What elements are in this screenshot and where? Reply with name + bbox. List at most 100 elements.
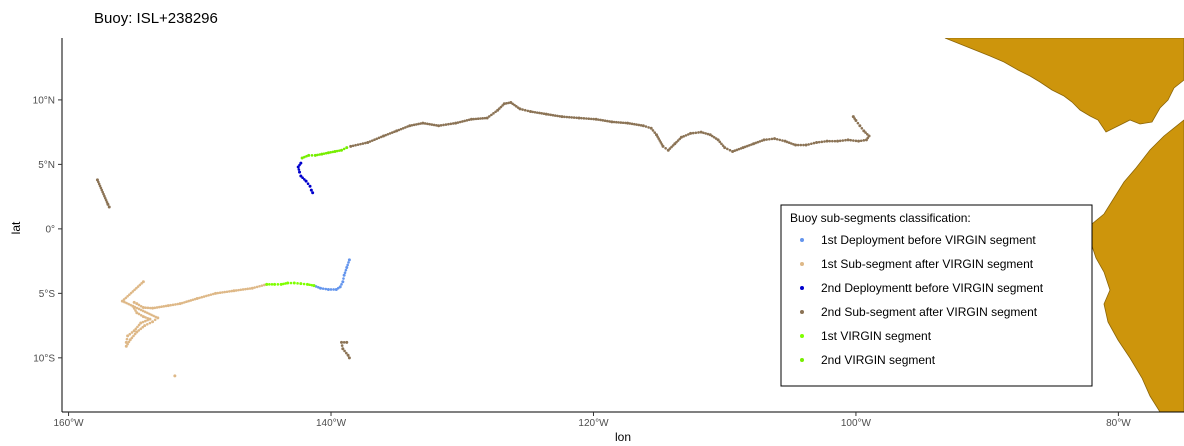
data-point	[106, 202, 110, 206]
data-point	[356, 143, 360, 146]
points-layer	[95, 100, 871, 378]
data-point	[754, 141, 757, 145]
data-point	[133, 288, 136, 292]
data-point	[265, 282, 269, 286]
y-axis-ticks: 10°N 5°N 0° 5°S 10°S	[33, 95, 62, 364]
data-point	[499, 105, 503, 109]
data-point	[317, 286, 320, 289]
data-point	[333, 149, 337, 153]
data-point	[556, 114, 559, 118]
data-point	[169, 303, 172, 307]
data-point	[523, 108, 527, 112]
data-point	[99, 186, 103, 190]
data-point	[430, 123, 434, 126]
data-point	[606, 119, 609, 123]
data-point	[174, 303, 177, 306]
data-point	[668, 147, 672, 150]
data-point	[377, 136, 381, 140]
series-3	[296, 161, 315, 195]
land-south-america	[1089, 119, 1184, 412]
data-point	[401, 126, 405, 130]
data-point	[276, 283, 280, 286]
data-point	[189, 299, 193, 302]
data-point	[135, 302, 139, 306]
data-point	[426, 122, 429, 126]
data-point	[135, 286, 138, 290]
data-point	[844, 138, 847, 142]
y-axis-title: lat	[9, 221, 23, 234]
data-point	[507, 101, 510, 105]
data-point	[255, 285, 259, 289]
data-point	[580, 116, 583, 120]
data-point	[465, 119, 469, 122]
data-point	[144, 306, 147, 309]
data-point	[444, 123, 448, 126]
data-point	[279, 282, 283, 286]
data-point	[211, 292, 215, 296]
data-point	[626, 121, 630, 125]
data-point	[97, 182, 101, 186]
data-point	[307, 153, 311, 157]
data-point	[146, 318, 149, 322]
data-point	[319, 286, 323, 290]
data-point	[823, 140, 826, 143]
data-point	[741, 146, 745, 150]
data-point	[857, 139, 861, 143]
data-point	[708, 133, 712, 137]
data-point	[183, 301, 186, 304]
data-point	[481, 117, 484, 120]
data-point	[423, 122, 427, 125]
legend-label: 2nd Deploymentt before VIRGIN segment	[821, 281, 1044, 295]
data-point	[472, 117, 475, 121]
data-point	[773, 137, 777, 141]
data-point	[704, 132, 707, 135]
data-point	[268, 283, 271, 286]
data-point	[296, 165, 300, 169]
y-tick-label: 5°N	[38, 160, 55, 171]
data-point	[585, 117, 588, 120]
data-point	[476, 117, 480, 120]
legend-label: 2nd VIRGIN segment	[821, 353, 936, 367]
data-point	[125, 337, 129, 341]
data-point	[345, 266, 349, 270]
data-point	[752, 142, 756, 146]
data-point	[250, 286, 254, 290]
data-point	[148, 321, 152, 325]
data-point	[432, 123, 436, 127]
data-point	[148, 317, 152, 321]
data-point	[833, 139, 837, 143]
data-point	[624, 121, 627, 125]
data-point	[382, 134, 386, 138]
data-point	[289, 281, 293, 285]
data-point	[346, 353, 350, 357]
data-point	[419, 122, 422, 125]
data-point	[324, 287, 328, 291]
series-1	[312, 258, 351, 291]
data-point	[120, 299, 124, 303]
data-point	[143, 324, 147, 328]
data-point	[395, 129, 399, 133]
data-point	[661, 144, 665, 148]
data-point	[324, 151, 328, 155]
data-point	[338, 285, 342, 289]
data-point	[528, 110, 532, 114]
data-point	[864, 131, 867, 134]
data-point	[310, 154, 314, 157]
data-point	[127, 340, 131, 344]
data-point	[191, 298, 195, 302]
x-axis-title: lon	[615, 430, 631, 444]
legend-swatch	[800, 334, 804, 338]
data-point	[841, 139, 845, 142]
data-point	[594, 117, 598, 121]
data-point	[151, 306, 155, 310]
data-point	[492, 112, 495, 115]
data-point	[544, 112, 548, 116]
data-point	[145, 323, 149, 326]
data-point	[775, 137, 779, 141]
data-point	[136, 325, 139, 329]
legend-label: 1st VIRGIN segment	[821, 329, 932, 343]
data-point	[214, 291, 218, 295]
series-4	[95, 100, 871, 360]
data-point	[657, 137, 660, 140]
